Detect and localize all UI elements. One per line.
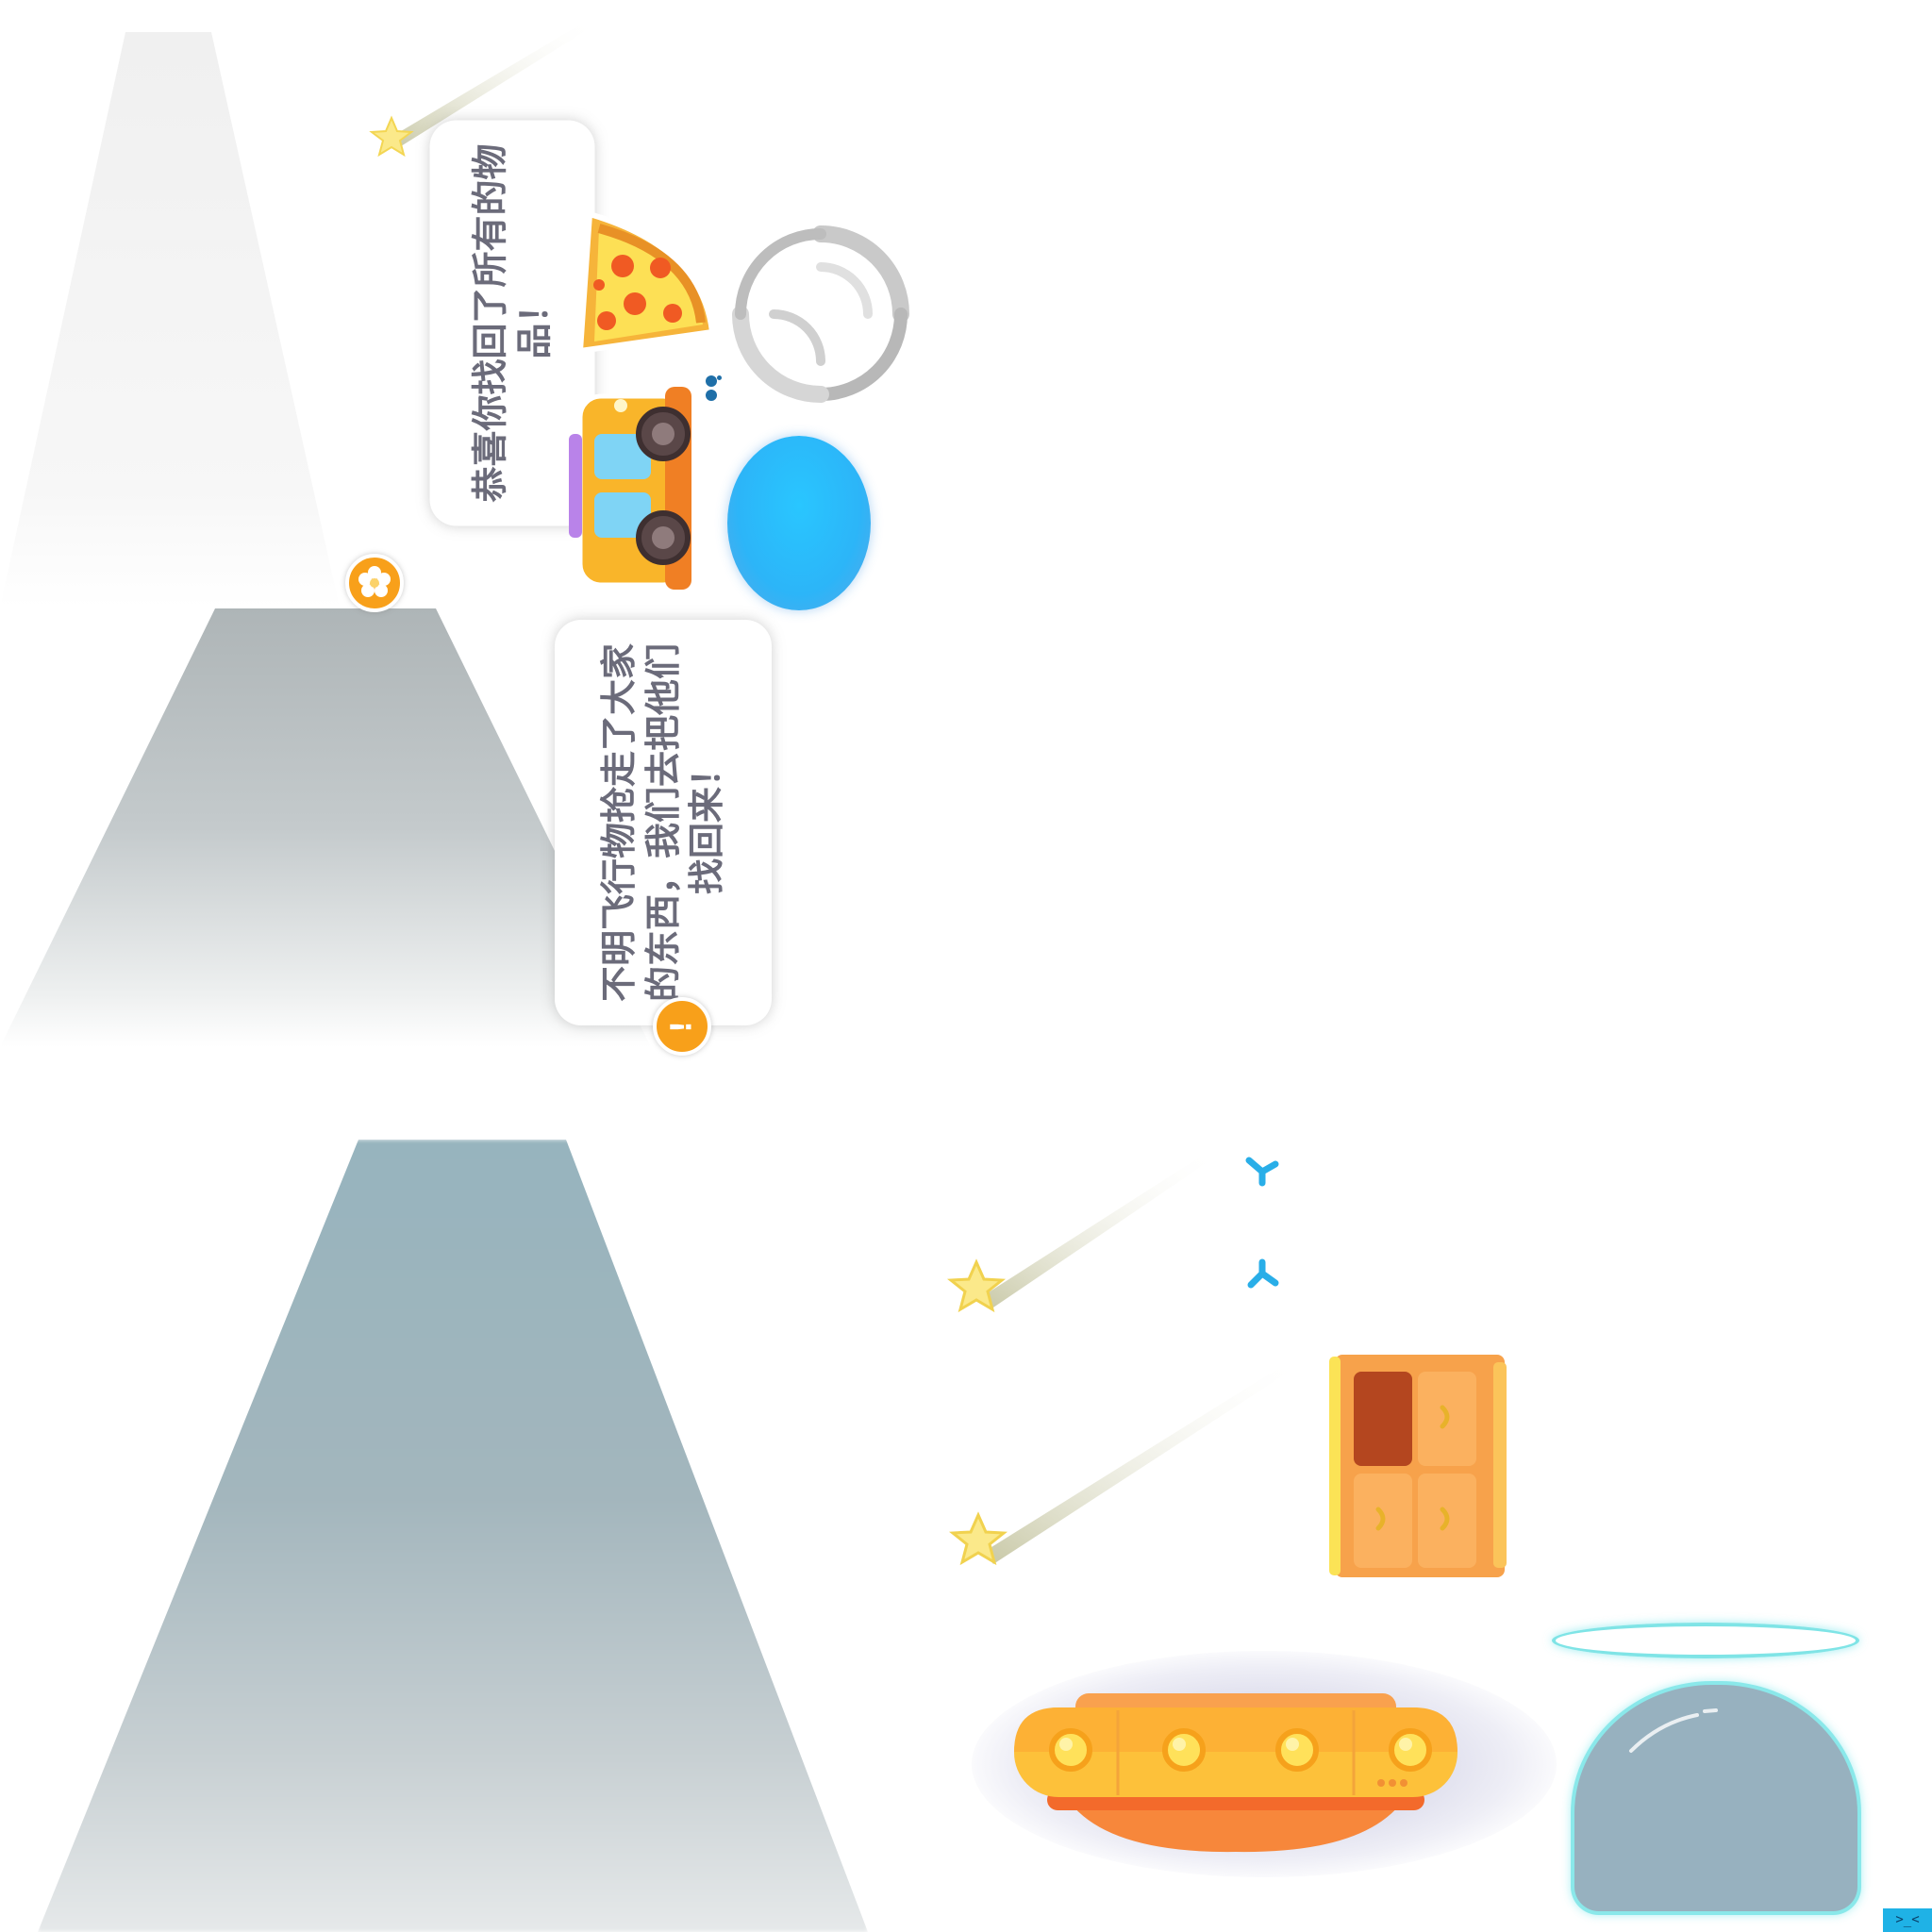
shooting-star-top [369, 19, 594, 158]
pizza-slice-sprite[interactable] [561, 209, 722, 360]
intro-message-bubble: 不明飞行物抢走了大家的东西，我们去把他们找回来！ [555, 620, 772, 1025]
light-beam-middle [0, 608, 651, 1047]
light-beam-top [0, 32, 340, 608]
light-beam-large [38, 1140, 868, 1932]
halo-ring-sprite [1552, 1623, 1859, 1658]
corner-tag: >_< [1883, 1908, 1932, 1932]
blue-oval-sprite[interactable] [727, 436, 871, 610]
glass-dome-sprite[interactable] [1571, 1681, 1861, 1915]
exclamation-symbol: ! [665, 1020, 699, 1033]
intro-bubble-tail [882, 734, 910, 766]
shooting-star-lower [948, 1357, 1301, 1566]
dome-shine [1629, 1708, 1718, 1753]
dot-icon [717, 375, 722, 380]
arrow-marker-icon[interactable] [1243, 1151, 1281, 1189]
arrow-marker-icon[interactable] [1243, 1257, 1281, 1294]
exclamation-icon: ! [653, 997, 711, 1056]
shooting-star-middle [946, 1149, 1216, 1313]
swirl-portal-sprite[interactable] [722, 215, 920, 413]
flower-icon [345, 554, 404, 612]
success-message-text: 恭喜你找回了所有的物品！ [469, 143, 555, 503]
ufo-sprite[interactable] [1009, 1684, 1462, 1854]
toy-car-sprite[interactable] [561, 377, 731, 599]
cabinet-sprite[interactable] [1325, 1349, 1514, 1585]
dot-icon [706, 390, 717, 401]
dot-icon [706, 375, 717, 387]
intro-message-text: 不明飞行物抢走了大家的东西，我们去把他们找回来！ [598, 643, 728, 1003]
